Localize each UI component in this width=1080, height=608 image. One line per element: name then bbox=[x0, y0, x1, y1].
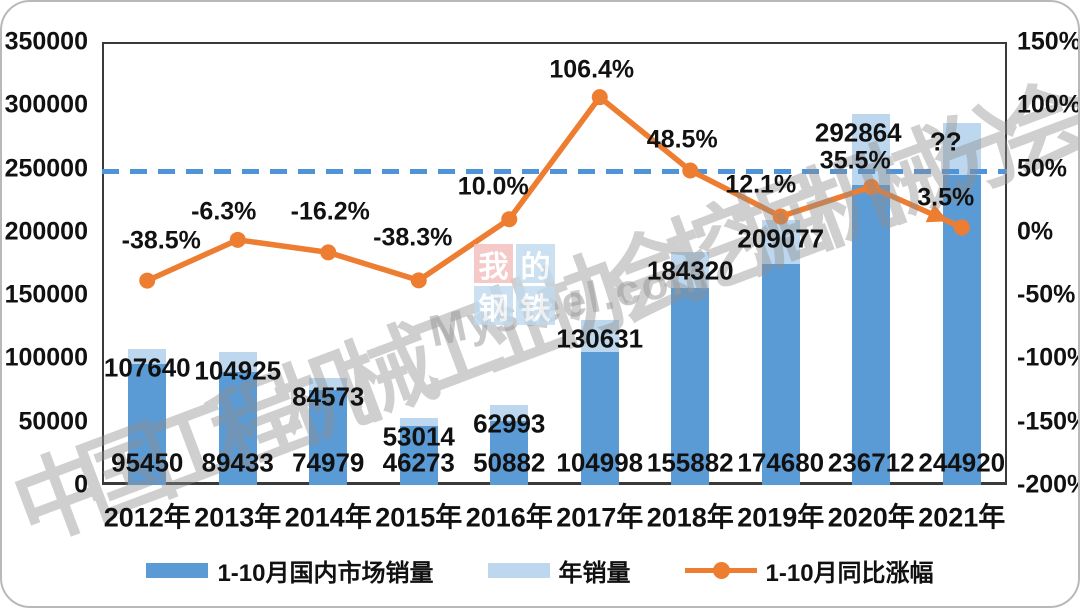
left-axis-tick: 250000 bbox=[4, 154, 88, 183]
legend-swatch-light-bar bbox=[487, 563, 550, 578]
bar-jan-oct-2017年[interactable] bbox=[580, 352, 619, 485]
x-axis-label-2017年: 2017年 bbox=[556, 502, 644, 533]
x-axis-label-2019年: 2019年 bbox=[737, 502, 825, 533]
left-axis-tick: 200000 bbox=[4, 217, 88, 246]
label-jan-oct-2012年: 95450 bbox=[111, 447, 184, 478]
label-jan-oct-2017年: 104998 bbox=[556, 447, 644, 478]
label-annual-2020年: 292864 bbox=[814, 117, 902, 148]
left-axis-tick: 50000 bbox=[18, 407, 88, 436]
left-axis: 0 50000 100000 150000 200000 250000 300000 3500… bbox=[2, 2, 92, 606]
label-annual-2013年: 104925 bbox=[194, 355, 282, 386]
label-jan-oct-2015年: 46273 bbox=[382, 447, 455, 478]
left-axis-tick: 350000 bbox=[4, 27, 88, 56]
x-axis-label-2015年: 2015年 bbox=[375, 502, 463, 533]
legend-item-domestic-sales[interactable]: 1-10月国内市场销量 bbox=[146, 553, 434, 588]
bar-jan-oct-2020年[interactable] bbox=[852, 185, 891, 485]
right-axis-tick: 150% bbox=[1017, 27, 1080, 56]
right-axis-tick: 50% bbox=[1017, 154, 1068, 183]
bar-jan-oct-2013年[interactable] bbox=[218, 371, 257, 485]
label-jan-oct-2016年: 50882 bbox=[473, 447, 546, 478]
label-growth-2019年: 12.1% bbox=[725, 170, 797, 199]
label-jan-oct-2020年: 236712 bbox=[827, 447, 915, 478]
label-jan-oct-2013年: 89433 bbox=[201, 447, 274, 478]
label-growth-2018年: 48.5% bbox=[646, 125, 718, 154]
x-axis-label-2014年: 2014年 bbox=[284, 502, 372, 533]
left-axis-tick: 100000 bbox=[4, 343, 88, 372]
x-axis-label-2020年: 2020年 bbox=[827, 502, 915, 533]
bar-jan-oct-2015年[interactable] bbox=[399, 426, 438, 485]
left-axis-tick: 300000 bbox=[4, 90, 88, 119]
label-annual-2014年: 84573 bbox=[292, 381, 365, 412]
label-growth-2012年: -38.5% bbox=[121, 226, 201, 255]
right-axis-tick: -100% bbox=[1017, 343, 1078, 372]
label-annual-2019年: 209077 bbox=[737, 223, 825, 254]
left-axis-tick: 150000 bbox=[4, 280, 88, 309]
bar-jan-oct-2016年[interactable] bbox=[490, 420, 529, 485]
legend-item-annual-sales[interactable]: 年销量 bbox=[487, 553, 631, 588]
label-jan-oct-2014年: 74979 bbox=[292, 447, 365, 478]
label-annual-2021年: ?? bbox=[929, 126, 962, 157]
label-growth-2017年: 106.4% bbox=[549, 55, 635, 84]
label-growth-2014年: -16.2% bbox=[290, 197, 370, 226]
label-jan-oct-2021年: 244920 bbox=[918, 447, 1006, 478]
x-axis-label-2012年: 2012年 bbox=[103, 502, 191, 533]
label-jan-oct-2018年: 155882 bbox=[646, 447, 734, 478]
right-axis-tick: -150% bbox=[1017, 407, 1078, 436]
legend-item-yoy-growth[interactable]: 1-10月同比涨幅 bbox=[684, 553, 934, 588]
chart-plot-area bbox=[102, 42, 1007, 485]
label-jan-oct-2019年: 174680 bbox=[737, 447, 825, 478]
label-annual-2018年: 184320 bbox=[646, 255, 734, 286]
bar-jan-oct-2018年[interactable] bbox=[671, 287, 710, 485]
legend: 1-10月国内市场销量 年销量 1-10月同比涨幅 bbox=[2, 553, 1078, 588]
label-annual-2015年: 53014 bbox=[382, 421, 455, 452]
right-axis-tick: -50% bbox=[1017, 280, 1076, 309]
label-annual-2016年: 62993 bbox=[473, 408, 546, 439]
label-growth-2016年: 10.0% bbox=[457, 172, 529, 201]
bar-jan-oct-2012年[interactable] bbox=[128, 364, 167, 485]
bar-jan-oct-2019年[interactable] bbox=[761, 263, 800, 485]
x-axis-label-2021年: 2021年 bbox=[918, 502, 1006, 533]
bar-jan-oct-2014年[interactable] bbox=[309, 390, 348, 485]
x-axis-label-2013年: 2013年 bbox=[194, 502, 282, 533]
label-growth-2020年: 35.5% bbox=[819, 146, 891, 175]
right-axis: -200% -150% -100% -50% 0% 50% 100% 150% bbox=[1015, 2, 1080, 606]
right-axis-tick: -200% bbox=[1017, 470, 1078, 499]
legend-swatch-line bbox=[684, 562, 757, 579]
right-axis-tick: 100% bbox=[1017, 90, 1080, 119]
right-axis-tick: 0% bbox=[1017, 217, 1054, 246]
label-growth-2013年: -6.3% bbox=[191, 197, 257, 226]
legend-label-domestic-sales: 1-10月国内市场销量 bbox=[217, 560, 434, 587]
left-axis-tick: 0 bbox=[74, 470, 88, 499]
label-growth-2015年: -38.3% bbox=[373, 223, 453, 252]
x-axis-label-2016年: 2016年 bbox=[465, 502, 553, 533]
legend-label-yoy-growth: 1-10月同比涨幅 bbox=[765, 560, 934, 587]
label-annual-2017年: 130631 bbox=[556, 323, 644, 354]
x-axis-label-2018年: 2018年 bbox=[646, 502, 734, 533]
label-growth-2021年: 3.5% bbox=[917, 183, 975, 212]
legend-label-annual-sales: 年销量 bbox=[558, 560, 631, 587]
label-annual-2012年: 107640 bbox=[103, 352, 191, 383]
bar-jan-oct-2021年[interactable] bbox=[942, 175, 981, 485]
legend-swatch-dark-bar bbox=[146, 563, 209, 578]
